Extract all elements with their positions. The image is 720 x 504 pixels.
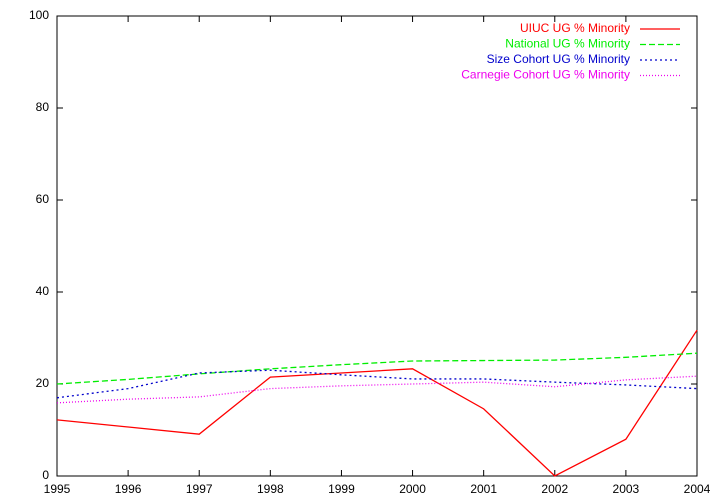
legend-label: National UG % Minority (505, 37, 630, 51)
x-tick-label: 1998 (257, 482, 284, 496)
series-line (56, 369, 698, 399)
x-tick-label: 1997 (186, 482, 213, 496)
x-tick-label: 2003 (613, 482, 640, 496)
x-tick-label: 1999 (328, 482, 355, 496)
x-tick-label: 1995 (44, 482, 71, 496)
y-tick-label: 0 (42, 468, 49, 482)
legend-label: Carnegie Cohort UG % Minority (461, 68, 630, 82)
series-line (56, 352, 698, 385)
plot-frame (56, 15, 698, 477)
x-tick-label: 2002 (541, 482, 568, 496)
x-tick-label: 2004 (684, 482, 711, 496)
y-tick-label: 40 (36, 284, 50, 298)
y-tick-label: 60 (36, 192, 50, 206)
x-tick-label: 2001 (470, 482, 497, 496)
x-tick-label: 2000 (399, 482, 426, 496)
series-line (56, 329, 698, 477)
y-tick-label: 20 (36, 376, 50, 390)
legend-label: UIUC UG % Minority (520, 21, 630, 35)
x-tick-label: 1996 (115, 482, 142, 496)
y-tick-label: 100 (29, 8, 49, 22)
series-line (56, 375, 698, 404)
y-tick-label: 80 (36, 100, 50, 114)
legend-label: Size Cohort UG % Minority (487, 52, 630, 66)
